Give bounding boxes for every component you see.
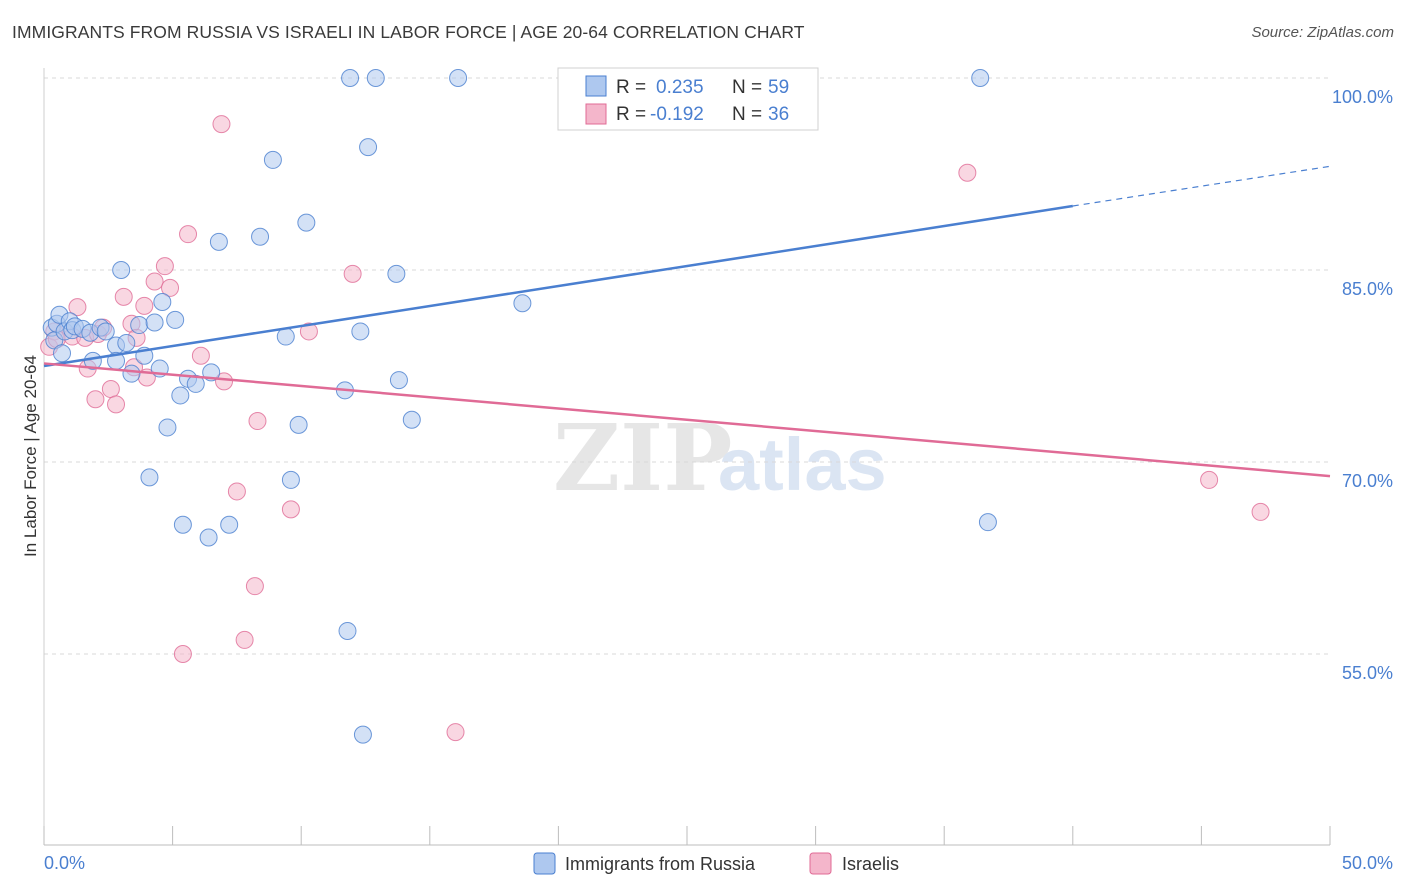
israeli-point [179, 225, 198, 244]
russia-point [359, 138, 378, 157]
y-tick-label: 70.0% [1342, 471, 1393, 491]
gridlines [44, 77, 1330, 655]
y-tick-labels: 55.0% 70.0% 85.0% 100.0% [1332, 87, 1393, 683]
russia-swatch [585, 75, 607, 97]
russia-point [366, 69, 385, 87]
israeli-point [248, 412, 267, 431]
watermark-atlas: atlas [718, 423, 887, 506]
israeli-point [1251, 502, 1270, 521]
legend-israeli-label: Israelis [842, 854, 899, 874]
russia-point [341, 69, 360, 87]
russia-r-value: 0.235 [656, 77, 704, 98]
russia-point [140, 468, 159, 487]
russia-point [53, 344, 72, 363]
russia-point [281, 470, 300, 489]
russia-trend-extension [1072, 165, 1331, 207]
y-tick-label: 55.0% [1342, 663, 1393, 683]
russia-point [122, 364, 141, 383]
israeli-point [107, 395, 126, 414]
russia-point [389, 371, 408, 390]
israeli-point [135, 296, 154, 315]
russia-point [353, 725, 372, 744]
russia-point [402, 410, 421, 429]
israeli-point [191, 346, 210, 365]
russia-point [387, 264, 406, 283]
israeli-point [235, 630, 254, 649]
russia-point [112, 261, 131, 279]
russia-n-value: 59 [768, 77, 789, 98]
russia-point [971, 69, 990, 87]
legend-russia-label: Immigrants from Russia [565, 854, 756, 874]
israeli-point [68, 298, 87, 317]
russia-point [158, 418, 177, 437]
russia-point [263, 150, 282, 169]
russia-point [449, 69, 468, 87]
russia-point [186, 374, 205, 393]
russia-point [153, 293, 172, 311]
russia-point [166, 310, 185, 329]
russia-point [199, 528, 218, 547]
russia-point [173, 515, 192, 534]
israeli-point [446, 723, 465, 742]
israeli-point [343, 264, 362, 283]
russia-point [351, 322, 370, 341]
israeli-point [227, 482, 246, 501]
israeli-trend-line [43, 362, 1331, 478]
russia-r-label: R = [616, 77, 646, 98]
legend-israeli-swatch [809, 852, 832, 875]
russia-point [338, 621, 357, 640]
legend-russia-swatch [533, 852, 556, 875]
series-legend: Immigrants from Russia Israelis [533, 852, 899, 875]
y-tick-label: 100.0% [1332, 87, 1393, 107]
israeli-r-value: -0.192 [650, 104, 704, 125]
stats-legend: R = 0.235 N = 59 R = -0.192 N = 36 [557, 67, 819, 131]
israeli-point [281, 500, 300, 519]
russia-n-label: N = [732, 77, 762, 98]
israeli-point [958, 163, 977, 182]
x-axis-ticks [43, 826, 1331, 845]
israeli-point [86, 390, 105, 409]
israeli-point [173, 645, 192, 663]
israeli-point [145, 272, 164, 291]
russia-point [130, 316, 149, 335]
russia-point [978, 513, 997, 532]
trend-lines [43, 165, 1331, 478]
israeli-point [101, 380, 120, 399]
russia-trend-line [43, 204, 1073, 368]
israeli-r-label: R = [616, 104, 646, 125]
israeli-point [299, 322, 318, 341]
israeli-point [245, 577, 264, 596]
russia-point [209, 232, 228, 251]
russia-point [96, 322, 115, 341]
israeli-n-value: 36 [768, 104, 789, 125]
russia-point [145, 313, 164, 332]
russia-point [289, 415, 308, 434]
israeli-point [212, 115, 231, 134]
russia-point [297, 213, 316, 232]
russia-point [513, 294, 532, 313]
israeli-point [1200, 470, 1219, 489]
russia-point [117, 333, 136, 352]
israeli-point [161, 278, 180, 297]
israeli-swatch [585, 103, 607, 125]
watermark: ZIP atlas [553, 404, 887, 512]
israeli-point [215, 372, 234, 391]
israeli-n-label: N = [732, 104, 762, 125]
russia-point [251, 227, 270, 246]
russia-point [220, 515, 239, 534]
x-tick-label-min: 0.0% [44, 853, 85, 873]
source-note: Source: ZipAtlas.com [1251, 24, 1394, 41]
x-tick-label-max: 50.0% [1342, 853, 1393, 873]
chart-title: IMMIGRANTS FROM RUSSIA VS ISRAELI IN LAB… [12, 22, 805, 42]
y-tick-label: 85.0% [1342, 279, 1393, 299]
russia-point [171, 386, 190, 405]
y-axis-label: In Labor Force | Age 20-64 [21, 355, 40, 557]
israeli-points [40, 115, 1270, 742]
russia-point [276, 327, 295, 346]
israeli-point [114, 287, 133, 306]
russia-points [42, 69, 997, 744]
israeli-point [155, 257, 174, 276]
